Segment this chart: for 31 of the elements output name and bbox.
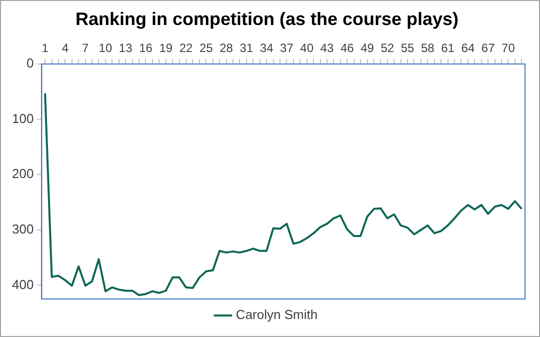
x-tick-label: 22 (179, 41, 194, 56)
x-tick-label: 1 (42, 41, 49, 56)
y-tick-label: 200 (12, 166, 34, 182)
x-tick-label: 10 (98, 41, 112, 56)
x-tick-label: 58 (420, 41, 435, 56)
x-tick-label: 61 (441, 41, 455, 56)
x-tick-label: 52 (380, 41, 394, 56)
x-tick-label: 7 (82, 41, 89, 56)
x-tick-label: 64 (461, 41, 475, 56)
y-tick-label: 0 (26, 56, 34, 71)
y-tick-label: 300 (12, 221, 34, 236)
x-tick-label: 13 (118, 41, 133, 56)
x-tick-label: 49 (360, 41, 374, 56)
x-tick-label: 67 (481, 41, 496, 56)
x-tick-label: 28 (220, 41, 234, 56)
x-tick-label: 46 (340, 41, 354, 56)
x-tick-label: 40 (300, 41, 314, 56)
x-tick-label: 31 (240, 41, 254, 56)
x-tick-label: 16 (139, 41, 153, 56)
legend-label: Carolyn Smith (236, 307, 318, 322)
x-tick-label: 55 (400, 41, 415, 56)
y-tick-label: 400 (12, 276, 34, 292)
x-tick-label: 70 (502, 41, 516, 56)
x-tick-label: 4 (62, 41, 69, 56)
y-tick-label: 100 (12, 110, 34, 126)
x-tick-label: 25 (199, 41, 214, 56)
x-tick-label: 19 (159, 41, 173, 56)
x-tick-label: 34 (260, 41, 274, 56)
x-tick-label: 37 (280, 41, 294, 56)
x-tick-label: 43 (320, 41, 334, 56)
chart-title: Ranking in competition (as the course plays) (75, 8, 459, 29)
